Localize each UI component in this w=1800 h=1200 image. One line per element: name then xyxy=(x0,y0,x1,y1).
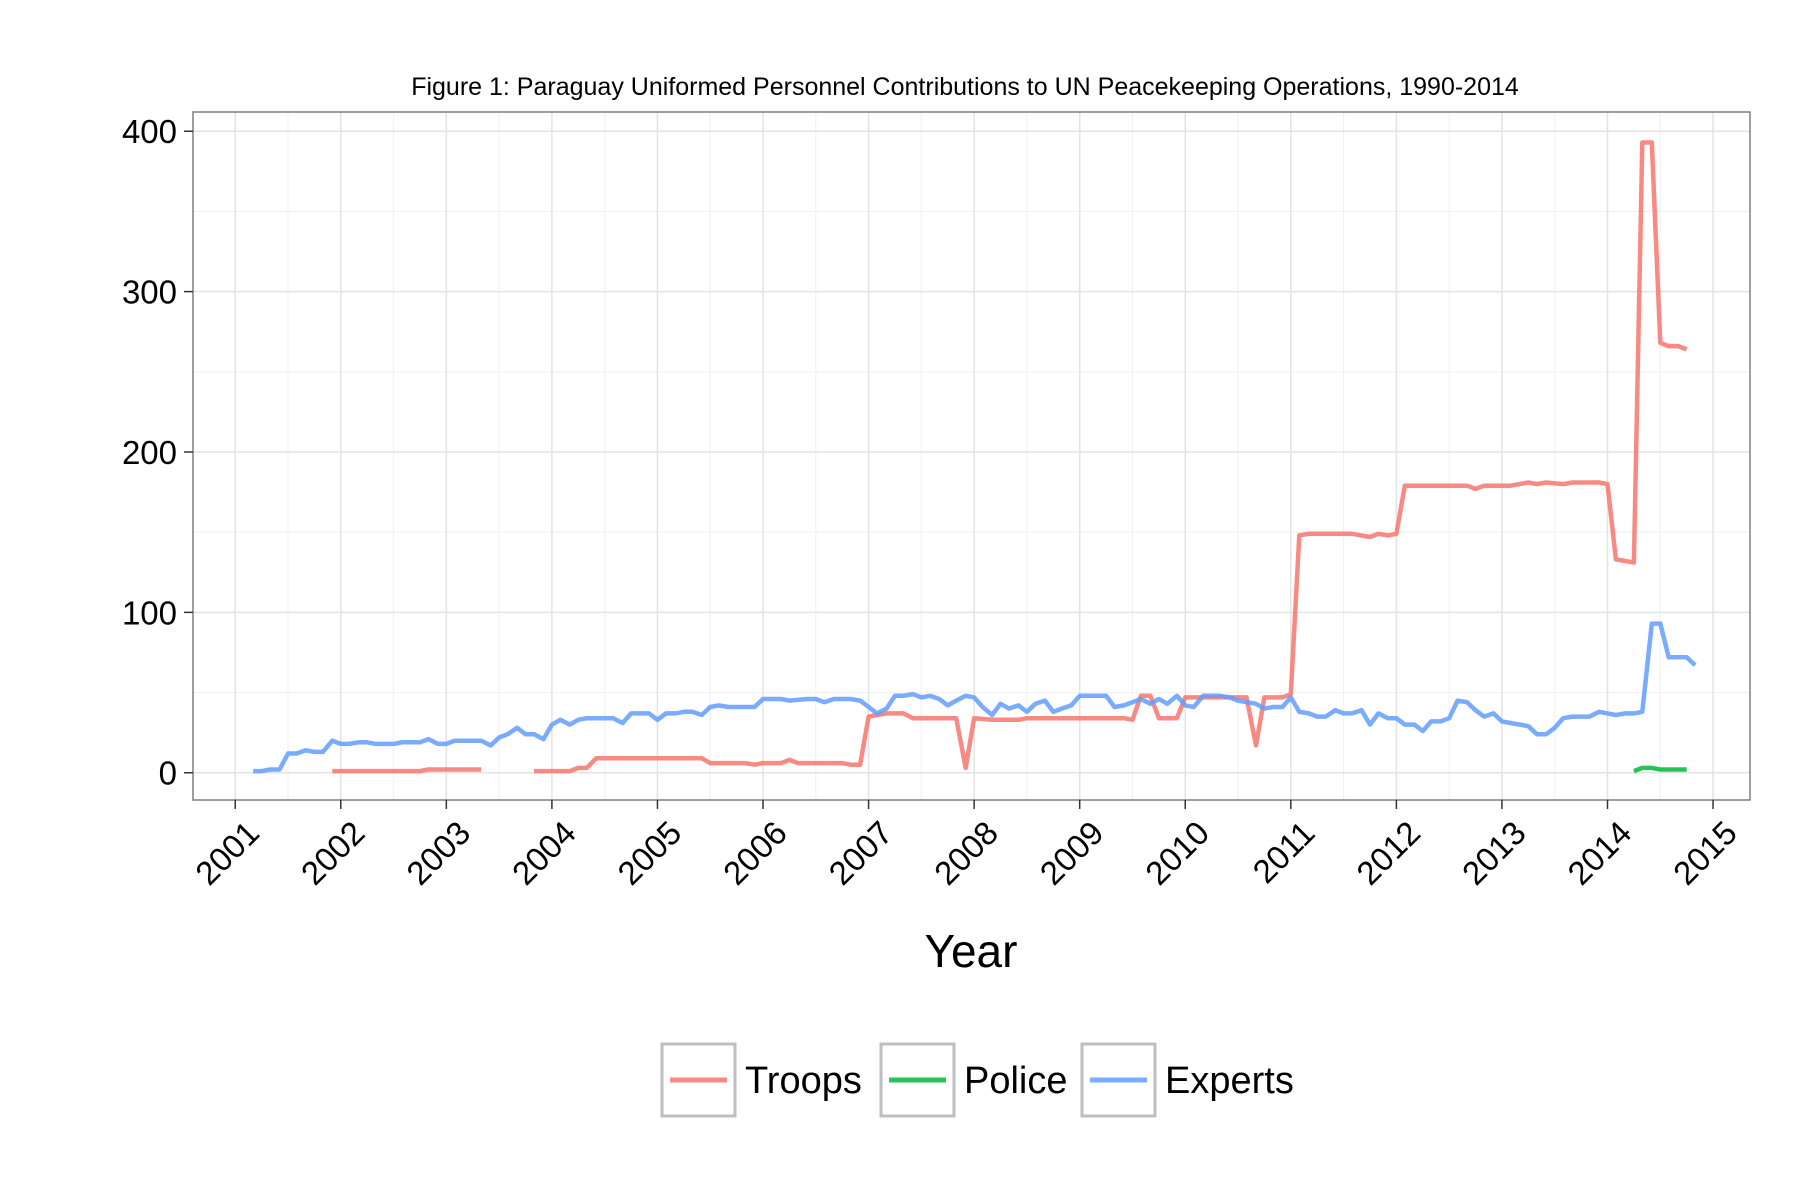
y-tick-label: 0 xyxy=(159,755,177,792)
panel-border xyxy=(192,111,1751,801)
chart-title: Figure 1: Paraguay Uniformed Personnel C… xyxy=(411,73,1519,101)
police-line xyxy=(1633,765,1687,774)
legend: Troops Police Experts xyxy=(660,1042,1294,1118)
y-tick-label: 300 xyxy=(122,274,177,311)
y-tick-label: 400 xyxy=(122,113,177,150)
major-gridlines xyxy=(193,112,1750,800)
troops-line-segment-2 xyxy=(534,140,1688,774)
police-legend-label: Police xyxy=(964,1060,1068,1102)
experts-legend-label: Experts xyxy=(1165,1060,1294,1102)
y-axis: 0 100 200 300 400 xyxy=(122,113,193,792)
series-lines xyxy=(253,140,1697,774)
troops-legend-label: Troops xyxy=(745,1060,862,1102)
panel-background xyxy=(193,112,1750,800)
experts-line xyxy=(253,621,1697,774)
troops-line-segment-1 xyxy=(332,767,482,774)
plot-area xyxy=(192,111,1751,801)
y-tick-label: 100 xyxy=(122,594,177,631)
minor-gridlines xyxy=(193,112,1750,800)
y-tick-label: 200 xyxy=(122,434,177,471)
x-axis-title: Year xyxy=(925,925,1018,977)
